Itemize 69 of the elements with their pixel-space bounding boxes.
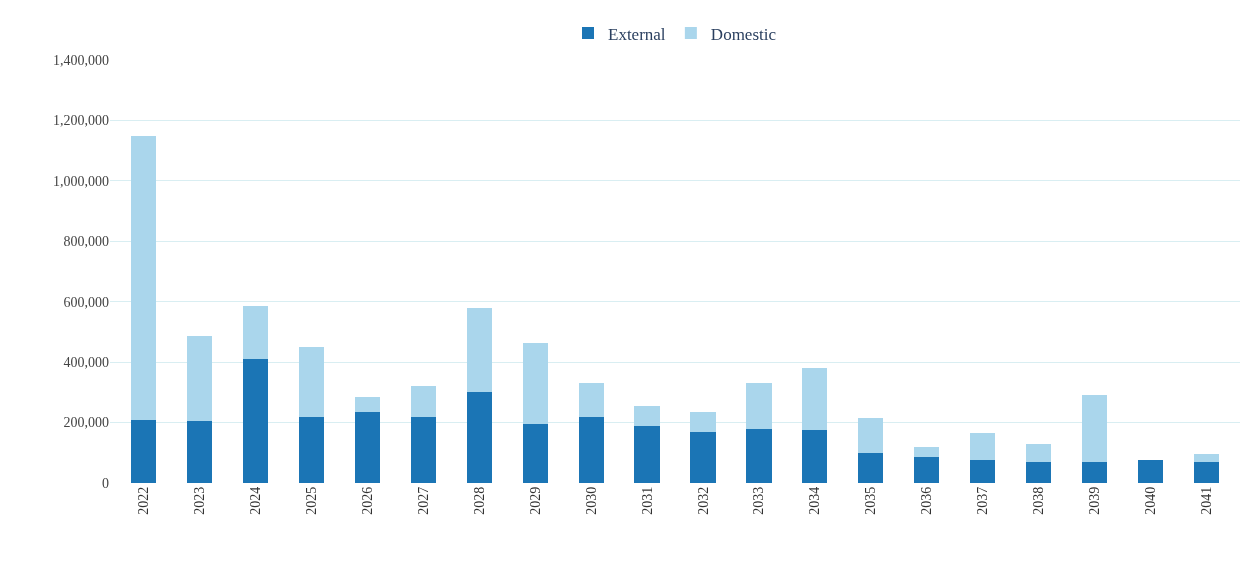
bar <box>578 416 604 483</box>
x-tick-label: 2033 <box>751 486 767 515</box>
x-tick-label: 2031 <box>639 486 655 515</box>
x-tick-label: 2026 <box>359 486 375 515</box>
bar <box>690 412 716 432</box>
bar <box>858 418 884 453</box>
bar <box>186 421 213 483</box>
bar <box>242 306 269 360</box>
x-tick-label: 2030 <box>583 486 599 515</box>
bar <box>1026 461 1052 483</box>
x-tick-label: 2023 <box>192 486 208 515</box>
bar <box>858 452 884 483</box>
bar <box>914 457 940 483</box>
legend-label: Domestic <box>710 24 777 44</box>
bar <box>802 430 828 483</box>
x-tick-label: 2025 <box>303 486 319 515</box>
bar <box>578 383 604 417</box>
bar <box>1193 454 1220 462</box>
y-tick-label: 400,000 <box>63 355 109 371</box>
bar <box>522 342 548 425</box>
bar <box>410 416 436 483</box>
bar <box>802 368 828 431</box>
bar <box>130 135 157 420</box>
bar <box>1193 461 1220 483</box>
bar <box>466 392 492 483</box>
x-tick-label: 2038 <box>1031 486 1047 515</box>
y-tick-label: 600,000 <box>63 294 109 310</box>
bar <box>914 446 940 458</box>
x-tick-label: 2024 <box>248 486 263 515</box>
bar <box>354 412 380 483</box>
x-tick-label: 2028 <box>471 486 487 515</box>
y-tick-label: 200,000 <box>63 415 109 431</box>
x-tick-label: 2034 <box>807 486 823 515</box>
bar <box>746 428 772 483</box>
bar <box>242 359 269 483</box>
bar <box>1026 443 1052 462</box>
bar <box>634 405 660 426</box>
y-tick-label: 1,000,000 <box>53 173 109 189</box>
bar <box>466 307 492 393</box>
y-tick-label: 800,000 <box>63 234 109 250</box>
legend-label: External <box>608 24 666 44</box>
bar <box>130 419 157 483</box>
bar <box>186 336 213 422</box>
x-tick-label: 2022 <box>136 486 152 515</box>
bar <box>522 424 548 483</box>
bar <box>746 383 772 429</box>
bar <box>1081 461 1108 483</box>
x-tick-label: 2036 <box>919 486 935 515</box>
bar <box>1137 460 1164 483</box>
x-tick-label: 2027 <box>415 486 431 515</box>
bar <box>298 416 324 483</box>
x-tick-label: 2035 <box>863 486 879 515</box>
x-tick-label: 2029 <box>527 486 543 515</box>
y-tick-label: 1,400,000 <box>53 52 109 68</box>
y-tick-label: 1,200,000 <box>53 113 109 129</box>
x-tick-label: 2040 <box>1143 486 1159 515</box>
x-tick-label: 2037 <box>975 486 991 515</box>
y-tick-label: 0 <box>102 475 109 491</box>
x-tick-label: 2032 <box>695 486 711 515</box>
bar <box>634 425 660 483</box>
bar <box>410 386 436 417</box>
bar <box>690 431 716 483</box>
bar <box>1081 395 1108 462</box>
bar <box>970 460 996 483</box>
x-tick-label: 2039 <box>1087 486 1103 515</box>
bar <box>970 433 996 461</box>
bar <box>298 347 324 417</box>
bar <box>354 396 380 412</box>
x-tick-label: 2041 <box>1198 486 1214 515</box>
